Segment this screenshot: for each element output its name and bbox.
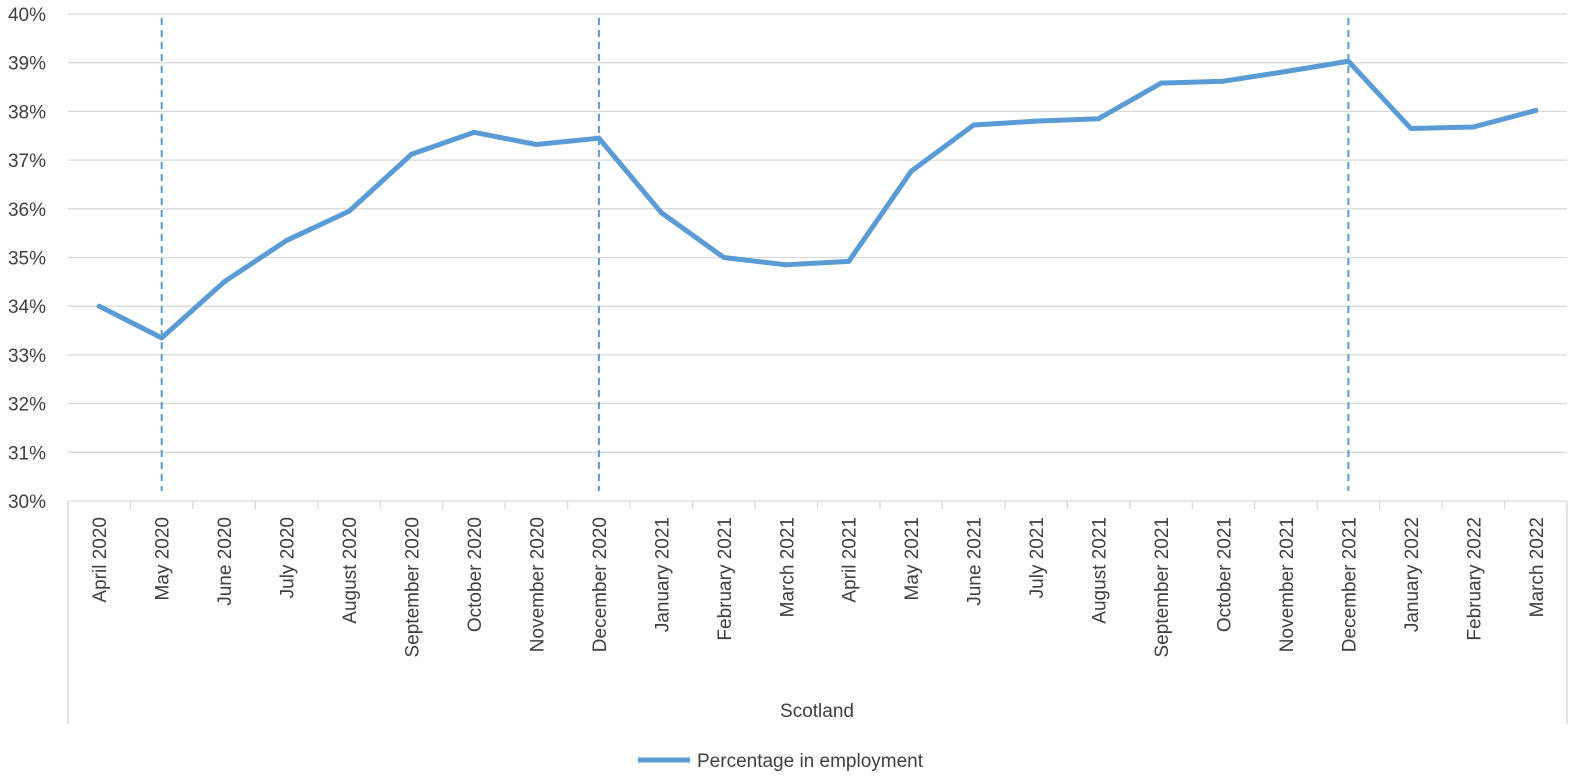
- y-tick-label: 37%: [8, 151, 46, 172]
- data-point: [284, 237, 290, 243]
- data-point: [1283, 68, 1289, 74]
- data-point: [1033, 118, 1039, 124]
- data-point: [96, 303, 102, 309]
- x-tick-label: August 2021: [1090, 517, 1111, 624]
- y-axis-ticks: 30% 31% 32% 33% 34% 35% 36% 37% 38% 39% 40%: [8, 5, 46, 513]
- x-tick-label: January 2021: [652, 517, 673, 632]
- data-point: [1470, 124, 1476, 130]
- axis-frame: [67, 500, 1568, 724]
- x-tick-label: September 2020: [403, 517, 424, 658]
- y-tick-label: 40%: [8, 5, 46, 26]
- x-axis-ticks: April 2020 May 2020 June 2020 July 2020 Augu…: [90, 517, 1548, 658]
- x-tick-label: October 2021: [1214, 517, 1235, 632]
- x-tick-label: April 2021: [840, 517, 861, 603]
- x-tick-label: July 2021: [1027, 517, 1048, 598]
- y-tick-label: 38%: [8, 102, 46, 123]
- x-group-label: Scotland: [780, 701, 854, 722]
- data-point: [159, 335, 165, 341]
- x-tick-label: December 2021: [1339, 517, 1360, 652]
- x-tick-label: October 2020: [465, 517, 486, 632]
- x-tick-label: February 2022: [1464, 517, 1485, 641]
- x-tick-label: April 2020: [90, 517, 111, 603]
- y-tick-label: 33%: [8, 346, 46, 367]
- data-point: [971, 122, 977, 128]
- x-tick-label: November 2020: [527, 517, 548, 652]
- x-tick-label: March 2021: [777, 517, 798, 617]
- data-point: [346, 208, 352, 214]
- data-point: [596, 135, 602, 141]
- vertical-markers: [160, 18, 1350, 491]
- data-point: [908, 168, 914, 174]
- x-tick-label: June 2020: [215, 517, 236, 606]
- legend: Percentage in employment: [638, 751, 924, 772]
- data-point: [1408, 125, 1414, 131]
- y-tick-label: 30%: [8, 492, 46, 513]
- data-point: [1533, 107, 1539, 113]
- data-point: [721, 255, 727, 260]
- series-line: [96, 58, 1539, 341]
- x-tick-label: July 2020: [278, 517, 299, 598]
- y-tick-label: 31%: [8, 443, 46, 464]
- y-tick-label: 36%: [8, 200, 46, 221]
- series-layer: [96, 58, 1539, 341]
- data-point: [1345, 58, 1351, 64]
- x-tick-label: January 2022: [1402, 517, 1423, 632]
- data-point: [533, 142, 539, 148]
- data-point: [471, 129, 477, 135]
- data-point: [1158, 80, 1164, 86]
- y-tick-label: 34%: [8, 297, 46, 318]
- gridlines: [68, 13, 1567, 453]
- x-tick-label: March 2022: [1527, 517, 1548, 617]
- data-point: [409, 151, 415, 157]
- x-tick-label: December 2020: [590, 517, 611, 652]
- x-tick-label: September 2021: [1152, 517, 1173, 658]
- data-point: [221, 279, 227, 285]
- x-tick-label: June 2021: [965, 517, 986, 606]
- data-point: [846, 258, 852, 264]
- legend-label: Percentage in employment: [697, 751, 924, 772]
- data-point: [1220, 78, 1226, 84]
- data-point: [658, 210, 664, 216]
- x-tick-label: November 2021: [1277, 517, 1298, 652]
- y-tick-label: 32%: [8, 395, 46, 416]
- y-tick-label: 39%: [8, 54, 46, 75]
- data-point: [1096, 116, 1102, 122]
- y-tick-label: 35%: [8, 249, 46, 270]
- x-tick-label: August 2020: [340, 517, 361, 624]
- x-tick-label: May 2021: [902, 517, 923, 600]
- data-point: [783, 262, 789, 268]
- x-tick-label: February 2021: [715, 517, 736, 641]
- x-tick-label: May 2020: [153, 517, 174, 600]
